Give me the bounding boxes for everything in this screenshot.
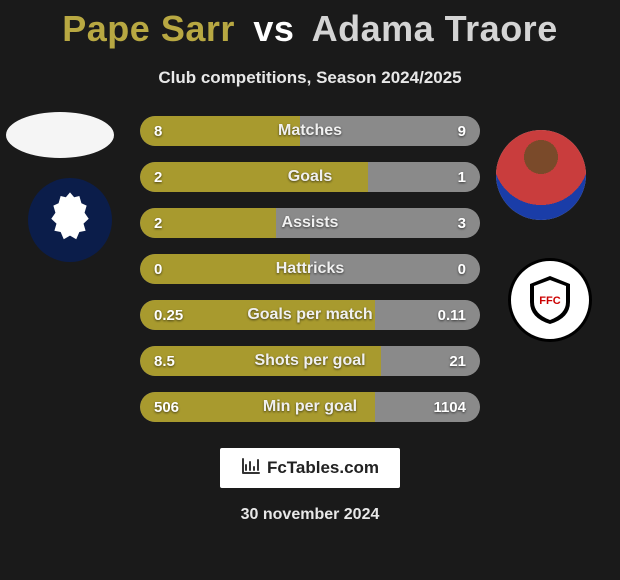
stat-label: Hattricks bbox=[210, 260, 410, 278]
stat-label: Matches bbox=[210, 122, 410, 140]
stat-row: 8.5Shots per goal21 bbox=[140, 346, 480, 376]
stat-value-left: 0.25 bbox=[140, 307, 210, 324]
stat-label: Goals bbox=[210, 168, 410, 186]
comparison-title: Pape Sarr vs Adama Traore bbox=[0, 0, 620, 50]
stat-value-left: 8 bbox=[140, 123, 210, 140]
chart-icon bbox=[241, 457, 261, 480]
stat-row: 0Hattricks0 bbox=[140, 254, 480, 284]
site-logo: FcTables.com bbox=[220, 448, 400, 488]
player1-name: Pape Sarr bbox=[62, 8, 235, 49]
player1-club-badge bbox=[28, 178, 112, 262]
stat-label: Min per goal bbox=[210, 398, 410, 416]
stat-value-right: 1104 bbox=[410, 399, 480, 416]
stat-row: 2Assists3 bbox=[140, 208, 480, 238]
stat-row: 8Matches9 bbox=[140, 116, 480, 146]
stat-value-left: 0 bbox=[140, 261, 210, 278]
stat-value-left: 2 bbox=[140, 169, 210, 186]
player1-avatar bbox=[6, 112, 114, 158]
stat-row: 2Goals1 bbox=[140, 162, 480, 192]
stat-label: Goals per match bbox=[210, 306, 410, 324]
stats-list: 8Matches92Goals12Assists30Hattricks00.25… bbox=[140, 116, 480, 422]
stat-value-right: 21 bbox=[410, 353, 480, 370]
site-label: FcTables.com bbox=[267, 458, 379, 478]
stat-label: Shots per goal bbox=[210, 352, 410, 370]
stat-row: 0.25Goals per match0.11 bbox=[140, 300, 480, 330]
player2-name: Adama Traore bbox=[312, 8, 558, 49]
stat-value-right: 3 bbox=[410, 215, 480, 232]
footer-date: 30 november 2024 bbox=[0, 506, 620, 524]
stat-value-right: 1 bbox=[410, 169, 480, 186]
stat-value-right: 9 bbox=[410, 123, 480, 140]
vs-label: vs bbox=[253, 8, 294, 49]
subtitle: Club competitions, Season 2024/2025 bbox=[0, 68, 620, 88]
stat-value-left: 8.5 bbox=[140, 353, 210, 370]
stat-row: 506Min per goal1104 bbox=[140, 392, 480, 422]
stat-value-right: 0.11 bbox=[410, 307, 480, 324]
stat-label: Assists bbox=[210, 214, 410, 232]
player2-avatar bbox=[496, 130, 586, 220]
stat-value-left: 506 bbox=[140, 399, 210, 416]
svg-text:FFC: FFC bbox=[539, 295, 560, 307]
stat-value-right: 0 bbox=[410, 261, 480, 278]
stat-value-left: 2 bbox=[140, 215, 210, 232]
player2-club-badge: FFC bbox=[508, 258, 592, 342]
